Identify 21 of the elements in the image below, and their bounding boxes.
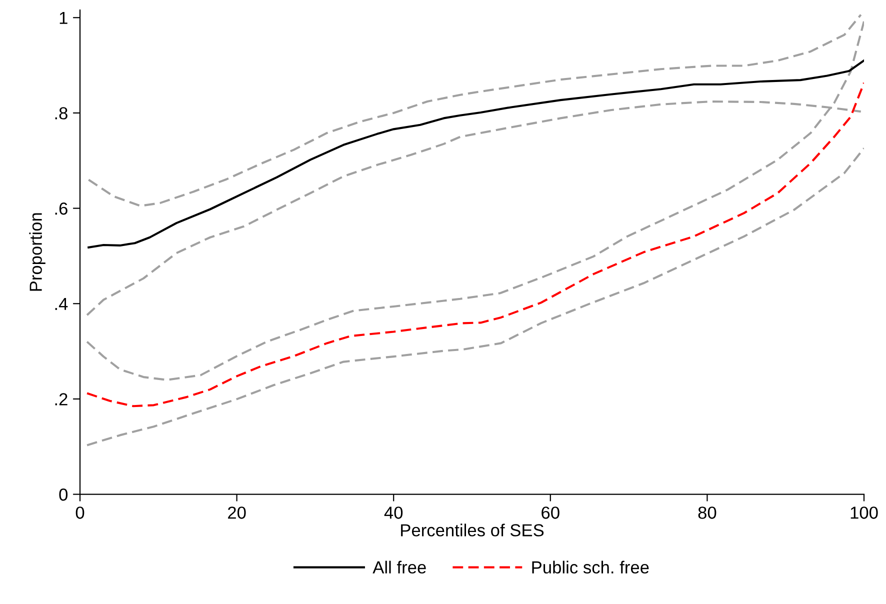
x-tick-label: 100 — [850, 506, 878, 519]
x-tick-label: 0 — [76, 506, 84, 519]
legend-label: Public sch. free — [532, 560, 649, 574]
y-tick-label: 1 — [60, 12, 68, 24]
y-tick-label: .8 — [55, 107, 68, 120]
line-series — [86, 20, 864, 381]
x-tick-label: 20 — [228, 506, 246, 519]
y-tick-label: .6 — [55, 202, 68, 215]
legend-label: All free — [372, 560, 426, 574]
x-tick-label: 80 — [698, 506, 716, 519]
x-tick-label: 40 — [384, 506, 403, 519]
y-tick-label: .4 — [55, 298, 68, 310]
y-axis-title: Proportion — [29, 213, 46, 291]
line-series — [88, 14, 862, 207]
x-axis-title: Percentiles of SES — [401, 524, 544, 536]
line-series — [88, 59, 864, 248]
line-series — [86, 82, 864, 408]
line-series — [86, 147, 864, 446]
y-tick-label: 0 — [59, 488, 68, 501]
x-tick-label: 60 — [542, 506, 560, 519]
y-tick-label: .2 — [55, 393, 68, 406]
